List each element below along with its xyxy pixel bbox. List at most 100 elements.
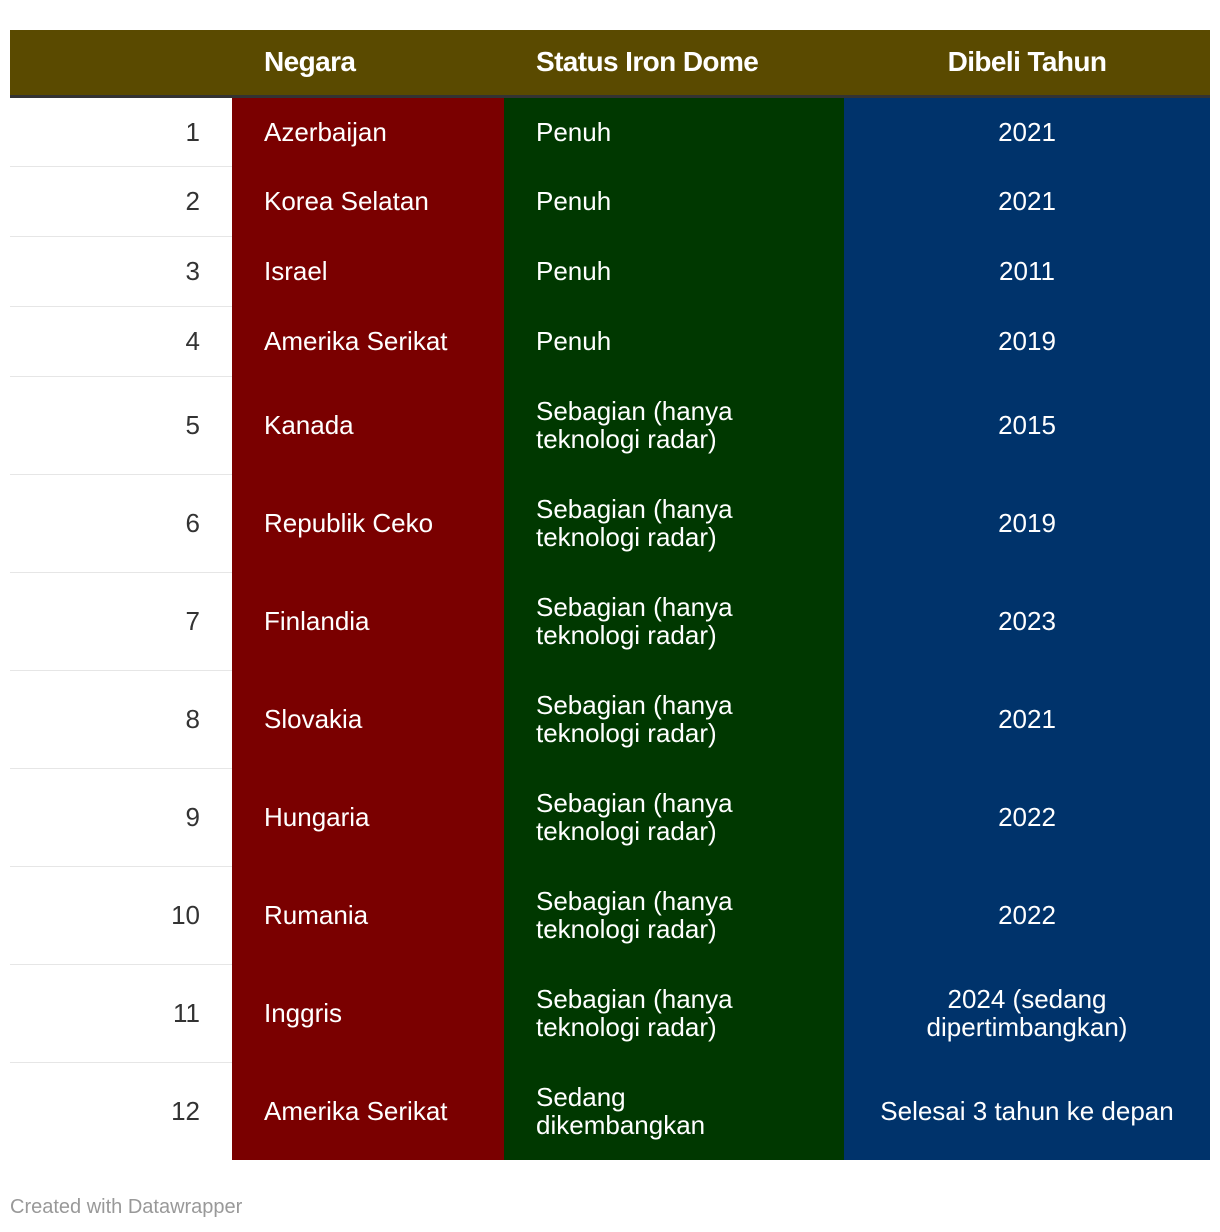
status-cell-text: Sebagian (hanya teknologi radar)	[536, 984, 733, 1042]
country-cell-text: Rumania	[264, 900, 369, 930]
status-cell: Sebagian (hanya teknologi radar)	[504, 768, 844, 866]
table-row: 10 Rumania Sebagian (hanya teknologi radar…	[10, 866, 1210, 965]
row-number-text: 4	[185, 326, 200, 356]
year-cell: 2024 (sedang dipertimbangkan)	[844, 964, 1210, 1062]
row-number: 10	[10, 866, 232, 965]
country-cell-text: Hungaria	[264, 802, 370, 832]
status-cell: Sebagian (hanya teknologi radar)	[504, 572, 844, 670]
status-cell-text: Penuh	[536, 326, 612, 356]
year-cell: 2022	[844, 866, 1210, 964]
row-number-text: 11	[173, 998, 200, 1028]
status-cell-text: Penuh	[536, 256, 612, 286]
status-cell-text: Penuh	[536, 186, 612, 216]
year-cell-text: 2021	[998, 116, 1056, 147]
country-cell: Israel	[232, 236, 504, 306]
country-cell-text: Republik Ceko	[264, 508, 434, 538]
status-cell-text: Sebagian (hanya teknologi radar)	[536, 886, 733, 944]
year-cell-text: 2022	[998, 802, 1056, 832]
status-cell: Sebagian (hanya teknologi radar)	[504, 376, 844, 474]
country-cell: Amerika Serikat	[232, 306, 504, 376]
year-cell: 2019	[844, 474, 1210, 572]
table-row: 3 Israel Penuh 2011	[10, 236, 1210, 307]
country-cell: Korea Selatan	[232, 166, 504, 236]
country-cell: Kanada	[232, 376, 504, 474]
year-cell: 2021	[844, 670, 1210, 768]
year-cell: 2021	[844, 166, 1210, 236]
table-body: 1 Azerbaijan Penuh 2021 2 Korea Selatan Penuh 2…	[10, 96, 1210, 1160]
footer-credit: Created with Datawrapper	[10, 1196, 243, 1218]
status-cell: Sedang dikembangkan	[504, 1062, 844, 1160]
year-cell-text: Selesai 3 tahun ke depan	[880, 1096, 1174, 1126]
year-cell: 2023	[844, 572, 1210, 670]
year-cell-text: 2024 (sedang dipertimbangkan)	[926, 984, 1128, 1042]
year-cell-text: 2023	[998, 606, 1056, 636]
year-cell-text: 2019	[998, 508, 1056, 538]
table-row: 1 Azerbaijan Penuh 2021	[10, 96, 1210, 167]
country-cell: Hungaria	[232, 768, 504, 866]
header-number	[10, 30, 232, 98]
row-number-text: 3	[185, 256, 200, 286]
row-number-text: 8	[185, 704, 200, 734]
year-cell: 2019	[844, 306, 1210, 376]
country-cell-text: Azerbaijan	[264, 116, 387, 147]
status-cell: Penuh	[504, 96, 844, 166]
status-cell-text: Sedang dikembangkan	[536, 1082, 706, 1140]
country-cell-text: Inggris	[264, 998, 343, 1028]
row-number: 5	[10, 376, 232, 475]
table-row: 4 Amerika Serikat Penuh 2019	[10, 306, 1210, 377]
country-cell-text: Kanada	[264, 410, 354, 440]
row-number: 1	[10, 96, 232, 167]
row-number-text: 2	[185, 186, 200, 216]
row-number: 4	[10, 306, 232, 377]
row-number: 2	[10, 166, 232, 237]
header-year: Dibeli Tahun	[844, 30, 1210, 98]
table-row: 11 Inggris Sebagian (hanya teknologi radar…	[10, 964, 1210, 1063]
table-row: 8 Slovakia Sebagian (hanya teknologi radar…	[10, 670, 1210, 769]
year-cell-text: 2021	[998, 704, 1056, 734]
status-cell-text: Sebagian (hanya teknologi radar)	[536, 788, 733, 846]
table-row: 2 Korea Selatan Penuh 2021	[10, 166, 1210, 237]
year-cell-text: 2011	[999, 256, 1055, 286]
year-cell-text: 2022	[998, 900, 1056, 930]
year-cell: 2021	[844, 96, 1210, 166]
header-country: Negara	[232, 30, 504, 98]
iron-dome-table-container: Negara Status Iron Dome Dibeli Tahun 1 Az…	[10, 30, 1210, 1160]
row-number: 7	[10, 572, 232, 671]
table-header: Negara Status Iron Dome Dibeli Tahun	[10, 30, 1210, 98]
status-cell: Sebagian (hanya teknologi radar)	[504, 964, 844, 1062]
year-cell-text: 2021	[998, 186, 1056, 216]
status-cell: Sebagian (hanya teknologi radar)	[504, 866, 844, 964]
row-number-text: 10	[171, 900, 200, 930]
row-number: 3	[10, 236, 232, 307]
row-number-text: 7	[185, 606, 200, 636]
country-cell-text: Slovakia	[264, 704, 363, 734]
row-number-text: 12	[171, 1096, 200, 1127]
year-cell: 2011	[844, 236, 1210, 306]
country-cell: Slovakia	[232, 670, 504, 768]
header-row: Negara Status Iron Dome Dibeli Tahun	[10, 30, 1210, 98]
year-cell: 2015	[844, 376, 1210, 474]
row-number-text: 1	[185, 116, 200, 147]
country-cell-text: Amerika Serikat	[264, 1096, 448, 1126]
country-cell: Azerbaijan	[232, 96, 504, 166]
status-cell-text: Sebagian (hanya teknologi radar)	[536, 396, 733, 454]
country-cell-text: Finlandia	[264, 606, 370, 636]
status-cell: Sebagian (hanya teknologi radar)	[504, 474, 844, 572]
country-cell: Finlandia	[232, 572, 504, 670]
row-number: 8	[10, 670, 232, 769]
row-number-text: 6	[185, 508, 200, 538]
status-cell: Penuh	[504, 236, 844, 306]
row-number: 9	[10, 768, 232, 867]
status-cell-text: Penuh	[536, 116, 612, 147]
row-number-text: 9	[185, 802, 200, 832]
table-row: 6 Republik Ceko Sebagian (hanya teknologi …	[10, 474, 1210, 573]
country-cell: Amerika Serikat	[232, 1062, 504, 1160]
row-number: 12	[10, 1062, 232, 1160]
year-cell-text: 2019	[998, 326, 1056, 356]
status-cell-text: Sebagian (hanya teknologi radar)	[536, 494, 733, 552]
status-cell: Penuh	[504, 166, 844, 236]
year-cell: 2022	[844, 768, 1210, 866]
status-cell-text: Sebagian (hanya teknologi radar)	[536, 592, 733, 650]
country-cell: Inggris	[232, 964, 504, 1062]
status-cell: Penuh	[504, 306, 844, 376]
